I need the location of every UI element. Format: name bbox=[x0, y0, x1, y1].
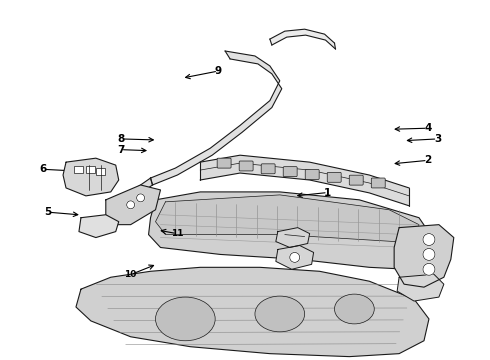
Circle shape bbox=[423, 248, 435, 260]
Text: 10: 10 bbox=[124, 270, 137, 279]
Text: 5: 5 bbox=[44, 207, 51, 217]
Text: 6: 6 bbox=[39, 164, 47, 174]
Polygon shape bbox=[79, 215, 119, 238]
Polygon shape bbox=[150, 51, 282, 185]
Text: 7: 7 bbox=[117, 145, 124, 155]
FancyBboxPatch shape bbox=[261, 164, 275, 174]
Bar bbox=[86, 166, 95, 173]
Text: 1: 1 bbox=[324, 188, 331, 198]
FancyBboxPatch shape bbox=[327, 172, 341, 182]
Polygon shape bbox=[63, 158, 119, 196]
Polygon shape bbox=[394, 225, 454, 287]
Text: 11: 11 bbox=[171, 229, 183, 238]
FancyBboxPatch shape bbox=[371, 178, 385, 188]
Ellipse shape bbox=[155, 297, 215, 341]
Bar bbox=[96, 168, 105, 175]
FancyBboxPatch shape bbox=[239, 161, 253, 171]
Polygon shape bbox=[276, 246, 314, 269]
Polygon shape bbox=[155, 195, 419, 242]
Text: 12: 12 bbox=[185, 331, 197, 340]
Ellipse shape bbox=[335, 294, 374, 324]
FancyBboxPatch shape bbox=[283, 167, 297, 177]
Polygon shape bbox=[200, 155, 409, 206]
Ellipse shape bbox=[255, 296, 305, 332]
Text: 4: 4 bbox=[424, 123, 431, 133]
Polygon shape bbox=[270, 29, 336, 49]
Circle shape bbox=[423, 234, 435, 246]
Circle shape bbox=[137, 194, 145, 202]
Circle shape bbox=[127, 201, 135, 209]
Polygon shape bbox=[148, 192, 434, 269]
Polygon shape bbox=[276, 228, 310, 247]
Text: 9: 9 bbox=[215, 66, 222, 76]
Text: 8: 8 bbox=[117, 134, 124, 144]
Text: 2: 2 bbox=[424, 156, 431, 165]
Polygon shape bbox=[397, 274, 444, 301]
FancyBboxPatch shape bbox=[349, 175, 363, 185]
Polygon shape bbox=[76, 267, 429, 357]
Circle shape bbox=[423, 264, 435, 275]
FancyBboxPatch shape bbox=[305, 170, 319, 179]
Bar bbox=[74, 166, 83, 173]
Circle shape bbox=[290, 252, 300, 262]
FancyBboxPatch shape bbox=[217, 158, 231, 168]
Polygon shape bbox=[106, 185, 161, 225]
Text: 3: 3 bbox=[434, 134, 441, 144]
Polygon shape bbox=[106, 178, 152, 227]
